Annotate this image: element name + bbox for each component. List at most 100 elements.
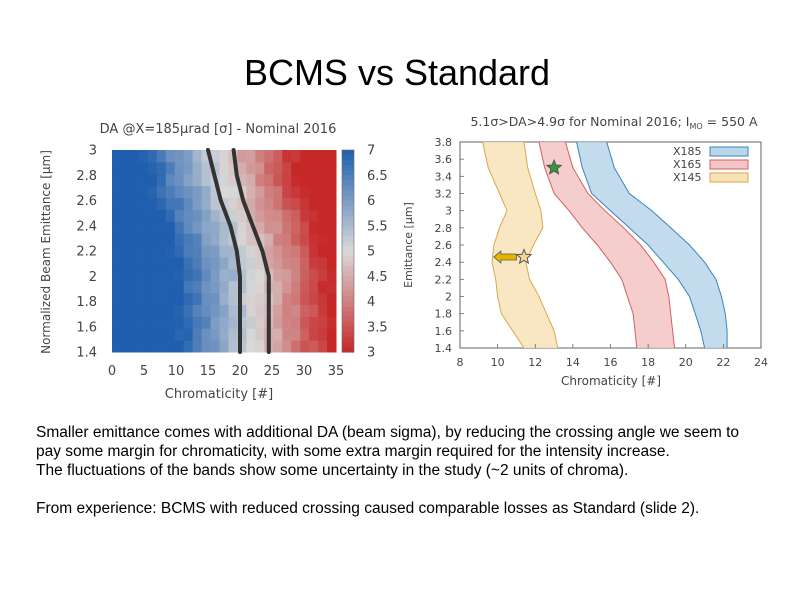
heatmap-cell [300,245,310,258]
heatmap-cell [219,245,229,258]
heatmap-cell [120,340,131,353]
heatmap-cell [237,256,247,270]
heatmap-cell [318,292,328,305]
heatmap-cell [192,233,203,246]
heatmap-cell [282,328,292,341]
heatmap-cell [246,209,256,222]
colorbar-ticks: 3 3.5 4 4.5 5 5.5 6 6.5 7 [367,144,388,361]
heatmap-cell [273,173,283,187]
heatmap-cell [291,197,301,210]
colorbar-segment [342,225,354,232]
heatmap-cell [192,150,203,163]
band-x-tick-label: 20 [679,356,693,369]
heatmap-x-tick-label: 0 [108,364,116,379]
heatmap-cell [192,340,203,353]
heatmap-cell [138,197,149,210]
heatmap-cell [327,197,337,210]
heatmap-cell [228,340,238,353]
heatmap-y-tick-label: 1.6 [76,320,97,335]
heatmap-cell [120,161,131,175]
heatmap-cell [291,173,301,187]
heatmap-cell [210,185,221,199]
heatmap-cell [282,280,292,294]
heatmap-cell [300,256,310,270]
heatmap-cell [201,280,212,294]
heatmap-cell [192,197,203,210]
colorbar-segment [342,251,354,257]
heatmap-cell [201,268,212,282]
heatmap-cell [255,173,265,187]
heatmap-cell [165,209,176,222]
heatmap-y-tick-label: 2.2 [76,245,97,260]
colorbar-segment [342,235,354,242]
heatmap-y-ticks: 1.4 1.6 1.8 2 2.2 2.4 2.6 2.8 3 [76,144,97,361]
heatmap-cell [210,316,221,329]
colorbar-segment [342,240,354,247]
heatmap-cell [291,209,301,222]
colorbar-tick-label: 5.5 [367,219,388,234]
heatmap-cell [219,256,229,270]
band-x-tick-label: 22 [716,356,730,369]
heatmap-y-tick-label: 2.4 [76,219,97,234]
heatmap-cell [291,185,301,199]
heatmap-cell [282,197,292,210]
heatmap-cell [228,256,238,270]
heatmap-cell [183,328,194,341]
body-paragraph-3: From experience: BCMS with reduced cross… [36,500,700,517]
heatmap-cell [174,292,185,305]
heatmap-cell [210,245,221,258]
heatmap-cell [129,268,140,282]
heatmap-cell [129,316,140,329]
heatmap-cell [309,304,319,317]
band-x-tick-label: 18 [641,356,655,369]
colorbar-segment [342,155,354,161]
heatmap-cell [156,161,167,175]
colorbar-segment [342,150,354,156]
heatmap-cell [129,233,140,246]
heatmap-cell [112,197,122,210]
heatmap-cell [318,256,328,270]
heatmap-cell [228,161,238,175]
heatmap-cell [112,173,122,187]
heatmap-cell [228,268,238,282]
heatmap-cell [273,150,283,163]
heatmap-cell [112,185,122,199]
band-y-tick-label: 3 [445,205,452,218]
heatmap-cell [273,233,283,246]
heatmap-cell [120,316,131,329]
heatmap-cell [174,197,185,210]
heatmap-title: DA @X=185μrad [σ] - Nominal 2016 [100,122,337,137]
heatmap-cell [129,150,140,163]
heatmap-cell [282,316,292,329]
heatmap-cell [201,328,212,341]
heatmap-cell [129,245,140,258]
heatmap-cell [147,304,158,317]
heatmap-cell [120,292,131,305]
heatmap-cell [183,304,194,317]
heatmap-cell [174,161,185,175]
heatmap-cell [174,221,185,234]
slide-title: BCMS vs Standard [243,52,551,93]
heatmap-cell [327,304,337,317]
heatmap-y-tick-label: 2.6 [76,194,97,209]
heatmap-cell [201,161,212,175]
heatmap-cell [282,268,292,282]
heatmap-cell [112,268,122,282]
heatmap-cell [174,256,185,270]
heatmap-y-tick-label: 1.8 [76,295,97,310]
heatmap-y-tick-label: 3 [89,144,97,159]
heatmap-cell [228,197,238,210]
heatmap-cell [210,221,221,234]
heatmap-cell [291,245,301,258]
heatmap-cell [192,245,203,258]
heatmap-cell [246,340,256,353]
heatmap-cell [147,292,158,305]
heatmap-cell [327,245,337,258]
heatmap-cell [174,185,185,199]
heatmap-cell [291,292,301,305]
heatmap-cell [237,268,247,282]
heatmap-cell [210,197,221,210]
band-areas [482,141,728,349]
heatmap-y-tick-label: 2 [89,270,97,285]
heatmap-cell [282,340,292,353]
